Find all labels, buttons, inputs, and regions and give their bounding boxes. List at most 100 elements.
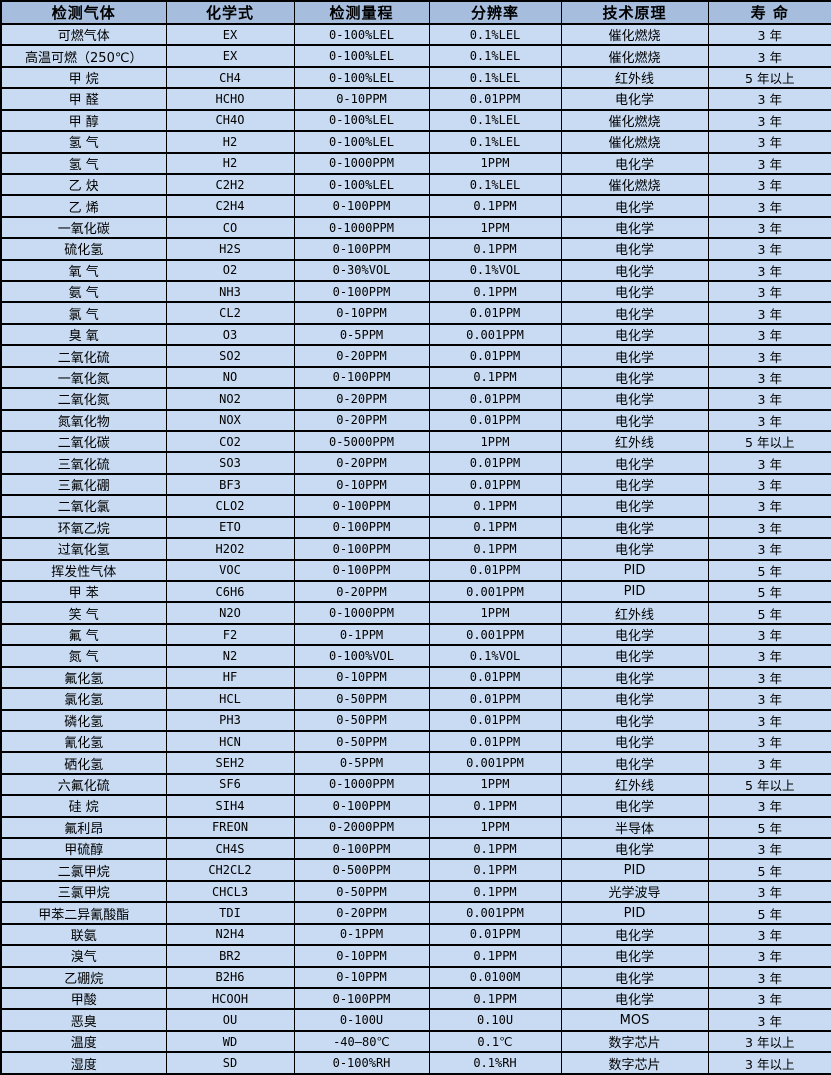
cell: 0-2000PPM [293,815,430,840]
cell: 0.001PPM [428,579,562,604]
cell: 甲酸 [0,986,167,1011]
cell: ETO [165,515,295,540]
table-row: 氯化氢 HCL 0-50PPM 0.01PPM 电化学 3 年 [0,687,831,711]
cell: 0-100%LEL [293,130,430,154]
cell: 3 年 [707,537,831,561]
cell: 0-10PPM [293,665,430,690]
cell: 红外线 [560,772,709,797]
column-header-3: 分辨率 [428,0,562,25]
table-row: 甲 苯 C6H6 0-20PPM 0.001PPM PID 5 年 [0,579,831,604]
cell: 过氧化氢 [0,537,167,561]
table-row: 三氧化硫 SO3 0-20PPM 0.01PPM 电化学 3 年 [0,451,831,475]
cell: 0.001PPM [428,622,562,647]
cell: 3 年 [707,258,831,283]
cell: SO3 [165,451,295,475]
cell: 0-100PPM [293,558,430,582]
cell: 0.01PPM [428,708,562,732]
table-row: 氮氧化物 NOX 0-20PPM 0.01PPM 电化学 3 年 [0,408,831,433]
cell: 0-20PPM [293,344,430,368]
cell: 0-100U [293,1008,430,1032]
cell: 3 年 [707,215,831,240]
table-row: 磷化氢 PH3 0-50PPM 0.01PPM 电化学 3 年 [0,708,831,732]
cell: 数字芯片 [560,1029,709,1054]
table-row: 氟利昂 FREON 0-2000PPM 1PPM 半导体 5 年 [0,815,831,840]
cell: 电化学 [560,194,709,218]
cell: PID [560,558,709,582]
cell: 0-5PPM [293,751,430,775]
cell: HCN [165,729,295,754]
cell: 电化学 [560,494,709,518]
cell: 0-20PPM [293,387,430,411]
cell: 0-100PPM [293,986,430,1011]
cell: 电化学 [560,215,709,240]
cell: 0-100PPM [293,537,430,561]
cell: 3 年 [707,622,831,647]
cell: 3 年 [707,879,831,904]
cell: H2 [165,130,295,154]
cell: SD [165,1051,295,1075]
cell: 1PPM [428,429,562,454]
cell: HCL [165,687,295,711]
cell: 磷化氢 [0,708,167,732]
cell: 0.0100M [428,965,562,990]
cell: 0-100PPM [293,494,430,518]
cell: H2O2 [165,537,295,561]
cell: 0.01PPM [428,558,562,582]
cell: 电化学 [560,451,709,475]
cell: 甲 醛 [0,87,167,111]
cell: 电化学 [560,729,709,754]
table-row: 臭 氧 O3 0-5PPM 0.001PPM 电化学 3 年 [0,322,831,347]
cell: 电化学 [560,837,709,861]
cell: 0.1PPM [428,837,562,861]
cell: 0.1PPM [428,365,562,390]
cell: 笑 气 [0,601,167,625]
cell: 氰化氢 [0,729,167,754]
cell: 3 年 [707,729,831,754]
cell: 0-50PPM [293,879,430,904]
cell: 可燃气体 [0,22,167,47]
cell: 氟 气 [0,622,167,647]
cell: HCOOH [165,986,295,1011]
cell: 0.1PPM [428,537,562,561]
cell: N2O [165,601,295,625]
cell: 0-100%LEL [293,172,430,197]
cell: 甲 醇 [0,108,167,133]
cell: 3 年 [707,44,831,68]
cell: SF6 [165,772,295,797]
cell: 0-100PPM [293,794,430,818]
cell: 0.1%RH [428,1051,562,1075]
cell: 0.10U [428,1008,562,1032]
cell: 0-100%VOL [293,644,430,668]
column-header-5: 寿 命 [707,0,831,25]
cell: 1PPM [428,815,562,840]
table-row: 温度 WD -40—80℃ 0.1℃ 数字芯片 3 年以上 [0,1029,831,1054]
cell: 二氧化氮 [0,387,167,411]
cell: 0.1%LEL [428,130,562,154]
cell: H2 [165,151,295,175]
cell: 0.1PPM [428,858,562,882]
table-row: 硅 烷 SIH4 0-100PPM 0.1PPM 电化学 3 年 [0,794,831,818]
cell: 0-5000PPM [293,429,430,454]
cell: 3 年 [707,451,831,475]
cell: B2H6 [165,965,295,990]
cell: 0-1000PPM [293,772,430,797]
cell: 电化学 [560,986,709,1011]
cell: 氟利昂 [0,815,167,840]
cell: 0.1PPM [428,280,562,304]
cell: N2 [165,644,295,668]
cell: 3 年 [707,986,831,1011]
cell: 红外线 [560,601,709,625]
cell: 联氨 [0,922,167,947]
table-row: 六氟化硫 SF6 0-1000PPM 1PPM 红外线 5 年以上 [0,772,831,797]
cell: 5 年以上 [707,429,831,454]
table-row: 二氯甲烷 CH2CL2 0-500PPM 0.1PPM PID 5 年 [0,858,831,882]
cell: NO2 [165,387,295,411]
table-row: 氨 气 NH3 0-100PPM 0.1PPM 电化学 3 年 [0,280,831,304]
table-row: 乙硼烷 B2H6 0-10PPM 0.0100M 电化学 3 年 [0,965,831,990]
cell: 光学波导 [560,879,709,904]
cell: 电化学 [560,301,709,325]
cell: O2 [165,258,295,283]
cell: 挥发性气体 [0,558,167,582]
cell: SIH4 [165,794,295,818]
